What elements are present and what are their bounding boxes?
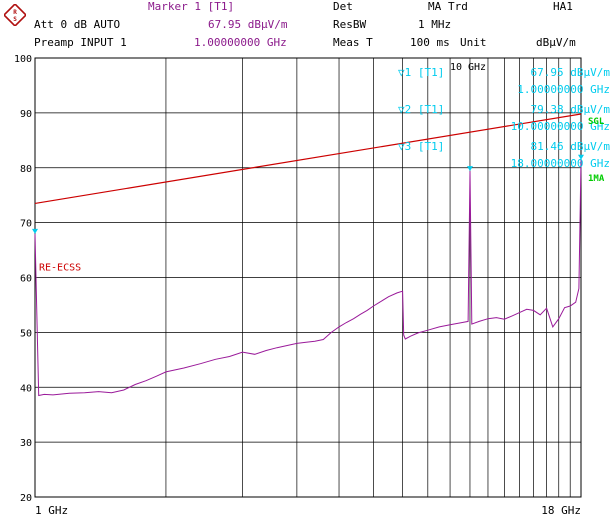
sgl-label: SGL [588, 117, 605, 127]
limit-line-label: RE-ECSS [39, 262, 81, 273]
marker-symbol [578, 154, 584, 160]
marker-id: ▽1 [T1] [398, 66, 444, 79]
rohde-schwarz-logo: R S [4, 4, 26, 26]
meast-label: Meas T [333, 36, 373, 49]
limit-line-group: RE-ECSS [34, 113, 582, 273]
x-tick-stop: 18 GHz [541, 504, 581, 517]
spectrum-trace [34, 159, 582, 397]
det-label: Det [333, 0, 353, 13]
side-labels: SGL 1MA [588, 117, 605, 184]
unit-value: dBµV/m [536, 36, 576, 49]
marker-title: Marker 1 [T1] [148, 0, 235, 13]
marker-level: 67.95 dBµV/m [208, 18, 288, 31]
y-tick-label: 20 [20, 493, 32, 504]
marker-id: ▽2 [T1] [398, 103, 444, 116]
preamp-label: Preamp INPUT 1 [34, 36, 127, 49]
y-tick-label: 90 [20, 109, 32, 120]
ha-label: HA1 [553, 0, 573, 13]
marker-level-readout: 81.46 dBµV/m [531, 140, 611, 153]
limit-line [34, 113, 582, 205]
marker-freq-readout: 10.00000000 GHz [511, 120, 610, 133]
x-tick-start: 1 GHz [35, 504, 68, 517]
y-tick-label: 80 [20, 164, 32, 175]
att-label: Att 0 dB AUTO [34, 18, 121, 31]
marker-symbol [466, 166, 473, 172]
marker-id: ▽3 [T1] [398, 140, 444, 153]
marker-freq-readout: 18.00000000 GHz [511, 157, 610, 170]
marker-symbol [32, 228, 38, 234]
trace-group [34, 159, 582, 397]
marker-freq: 1.00000000 GHz [194, 36, 287, 49]
marker-level-readout: 79.38 dBµV/m [531, 103, 611, 116]
det-value: MA [428, 0, 442, 13]
y-tick-label: 50 [20, 328, 32, 339]
analyzer-header: R S Marker 1 [T1] Det MA Trd HA1 Att 0 d… [0, 0, 613, 52]
y-tick-label: 100 [14, 54, 32, 65]
y-tick-label: 60 [20, 274, 32, 285]
ima-label: 1MA [588, 174, 605, 184]
y-axis-ticks: 20 30 40 50 60 70 80 90 100 [14, 54, 32, 504]
y-tick-label: 70 [20, 219, 32, 230]
x-axis-ticks: 1 GHz 18 GHz 10 GHz [35, 62, 581, 517]
y-tick-label: 40 [20, 383, 32, 394]
grid [34, 57, 582, 498]
marker-freq-readout: 1.00000000 GHz [517, 83, 610, 96]
marker-group: ▽1 [T1] 67.95 dBµV/m 1.00000000 GHz ▽2 [T1]… [32, 66, 610, 234]
resbw-value: 1 MHz [418, 18, 452, 31]
trd-label: Trd [448, 0, 468, 13]
meast-value: 100 ms [410, 36, 450, 49]
svg-text:R: R [13, 9, 17, 16]
y-tick-label: 30 [20, 438, 32, 449]
marker-level-readout: 67.95 dBµV/m [531, 66, 611, 79]
unit-label: Unit [460, 36, 487, 49]
svg-text:S: S [13, 16, 17, 23]
resbw-label: ResBW [333, 18, 367, 31]
x-marker-10ghz-label: 10 GHz [450, 62, 486, 73]
